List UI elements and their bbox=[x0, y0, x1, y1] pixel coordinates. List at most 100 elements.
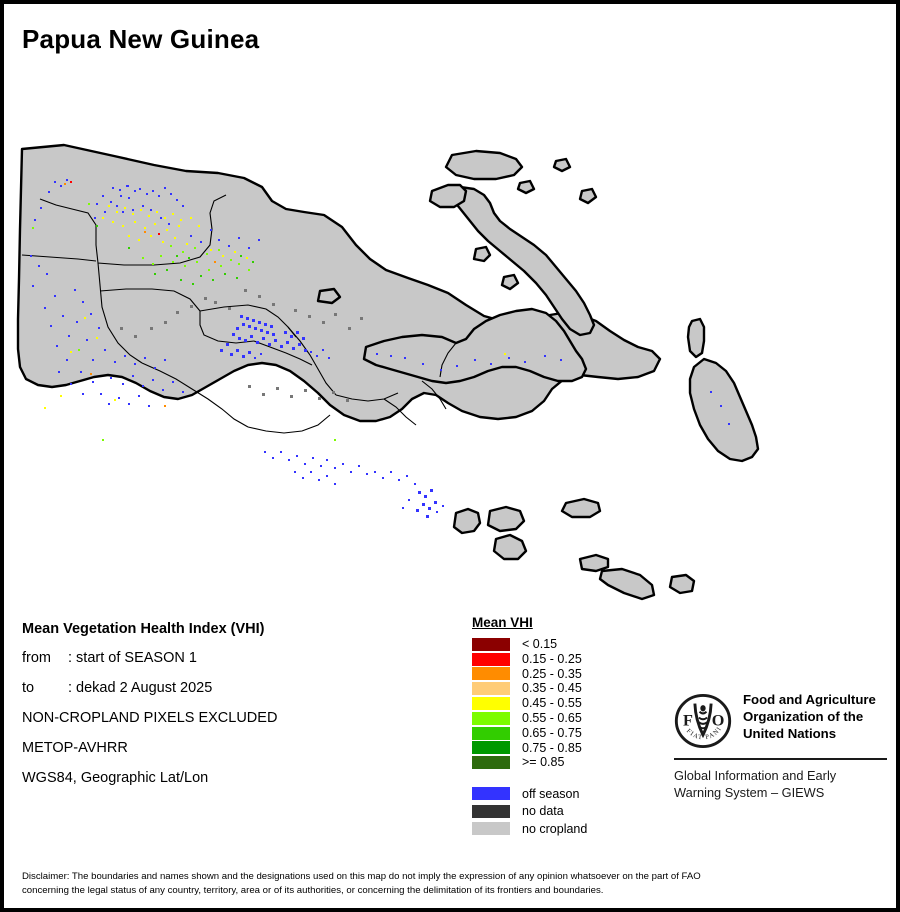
legend-row: 0.15 - 0.25 bbox=[472, 652, 662, 667]
legend-label: 0.35 - 0.45 bbox=[522, 681, 582, 696]
legend-swatch bbox=[472, 667, 510, 681]
legend-row: < 0.15 bbox=[472, 637, 662, 652]
fao-logo-row: F O FIAT PANIS Food and Agriculture Orga bbox=[674, 692, 889, 750]
legend-label: 0.55 - 0.65 bbox=[522, 710, 582, 725]
legend-row: 0.55 - 0.65 bbox=[472, 711, 662, 726]
admin-boundaries bbox=[21, 194, 457, 434]
info-heading: Mean Vegetation Health Index (VHI) bbox=[22, 621, 265, 637]
admin-line-11 bbox=[383, 398, 417, 426]
legend-label: 0.65 - 0.75 bbox=[522, 725, 582, 740]
island-small-a bbox=[472, 245, 492, 263]
info-exclusion-note: NON-CROPLAND PIXELS EXCLUDED bbox=[22, 709, 278, 726]
legend-label: >= 0.85 bbox=[522, 755, 565, 770]
legend-spacer bbox=[472, 770, 662, 785]
fao-divider bbox=[674, 758, 887, 760]
admin-line-2 bbox=[21, 254, 97, 262]
fao-name-line1: Food and Agriculture bbox=[743, 692, 876, 707]
map-svg bbox=[4, 59, 896, 604]
disclaimer-text: Disclaimer: The boundaries and names sho… bbox=[22, 870, 882, 897]
legend-title: Mean VHI bbox=[472, 615, 533, 630]
region-manus-island bbox=[444, 149, 524, 181]
legend-label: 0.45 - 0.55 bbox=[522, 696, 582, 711]
legend-label: < 0.15 bbox=[522, 636, 558, 651]
info-to-value: : dekad 2 August 2025 bbox=[68, 679, 213, 696]
info-sensor: METOP-AVHRR bbox=[22, 739, 128, 756]
island-small-b bbox=[500, 273, 520, 291]
legend-class-list: < 0.15 0.15 - 0.25 0.25 - 0.35 0.35 - 0.45 0… bbox=[472, 637, 662, 770]
admin-line-3 bbox=[97, 262, 143, 364]
region-new-britain bbox=[362, 307, 588, 385]
disclaimer-line2: concerning the legal status of any count… bbox=[22, 884, 604, 896]
island-small-c bbox=[316, 287, 342, 305]
admin-line-7 bbox=[141, 362, 249, 428]
legend-row: >= 0.85 bbox=[472, 755, 662, 770]
info-row-from: from : start of SEASON 1 bbox=[22, 649, 442, 667]
region-misima-island bbox=[578, 553, 610, 573]
fao-emblem-icon: F O FIAT PANIS bbox=[674, 692, 732, 750]
info-row-to: to : dekad 2 August 2025 bbox=[22, 679, 442, 697]
legend-swatch bbox=[472, 652, 510, 666]
admin-line-8 bbox=[247, 414, 331, 434]
region-new-ireland bbox=[442, 185, 596, 337]
giews-line1: Global Information and Early bbox=[674, 768, 837, 783]
giews-subtitle: Global Information and Early Warning Sys… bbox=[674, 767, 889, 801]
admin-line-6 bbox=[253, 340, 313, 366]
legend-label: off season bbox=[522, 786, 580, 801]
region-bougainville bbox=[688, 357, 760, 463]
landmasses bbox=[16, 143, 760, 601]
legend-row: 0.25 - 0.35 bbox=[472, 666, 662, 681]
cropland-pixels bbox=[30, 179, 730, 518]
fao-organization-name: Food and Agriculture Organization of the… bbox=[743, 692, 876, 743]
disclaimer-line1: Disclaimer: The boundaries and names sho… bbox=[22, 871, 701, 882]
info-to-label: to bbox=[22, 679, 35, 696]
legend-swatch bbox=[472, 741, 510, 755]
region-new-hanover bbox=[428, 183, 468, 209]
legend-row: no data bbox=[472, 803, 662, 821]
region-fergusson-island bbox=[486, 505, 526, 533]
svg-text:O: O bbox=[712, 712, 725, 730]
legend-swatch bbox=[472, 756, 510, 770]
map-legend: Mean VHI < 0.15 0.15 - 0.25 0.25 - 0.35 0.3… bbox=[472, 615, 662, 838]
island-small-d bbox=[552, 157, 572, 173]
legend-row: no cropland bbox=[472, 820, 662, 838]
legend-label: no cropland bbox=[522, 821, 588, 836]
island-small-e bbox=[578, 187, 598, 205]
legend-swatch bbox=[472, 787, 510, 801]
legend-special-list: off season no data no cropland bbox=[472, 785, 662, 838]
map-info-block: Mean Vegetation Health Index (VHI) from:… bbox=[22, 621, 442, 801]
fao-name-line3: United Nations bbox=[743, 725, 837, 741]
region-woodlark-island bbox=[560, 497, 602, 519]
legend-label: 0.25 - 0.35 bbox=[522, 666, 582, 681]
page-title: Papua New Guinea bbox=[22, 24, 260, 54]
legend-swatch bbox=[472, 822, 510, 836]
region-rossel-island bbox=[668, 573, 696, 595]
admin-line-9 bbox=[287, 326, 337, 396]
giews-line2: Warning System – GIEWS bbox=[674, 785, 825, 801]
map-canvas[interactable] bbox=[4, 59, 896, 604]
fao-name-line2: Organization of the bbox=[743, 708, 864, 724]
legend-label: 0.15 - 0.25 bbox=[522, 651, 582, 666]
legend-label: 0.75 - 0.85 bbox=[522, 740, 582, 755]
region-goodenough-island bbox=[452, 507, 482, 535]
legend-swatch bbox=[472, 682, 510, 696]
legend-row: 0.35 - 0.45 bbox=[472, 681, 662, 696]
legend-swatch bbox=[472, 804, 510, 818]
admin-line-10 bbox=[335, 392, 399, 402]
info-from-value: : start of SEASON 1 bbox=[68, 649, 197, 666]
info-from-label: from bbox=[22, 649, 51, 666]
legend-swatch bbox=[472, 637, 510, 651]
island-small-f bbox=[516, 179, 536, 195]
legend-row: 0.45 - 0.55 bbox=[472, 696, 662, 711]
svg-text:F: F bbox=[683, 712, 693, 730]
legend-row: 0.75 - 0.85 bbox=[472, 740, 662, 755]
legend-swatch bbox=[472, 711, 510, 725]
legend-row: 0.65 - 0.75 bbox=[472, 726, 662, 741]
admin-line-12 bbox=[421, 380, 447, 410]
legend-swatch bbox=[472, 696, 510, 710]
region-tagula-island bbox=[598, 567, 656, 601]
info-projection: WGS84, Geographic Lat/Lon bbox=[22, 769, 209, 786]
legend-label: no data bbox=[522, 804, 564, 819]
region-buka-island bbox=[686, 317, 706, 359]
region-normanby-island bbox=[492, 533, 528, 561]
